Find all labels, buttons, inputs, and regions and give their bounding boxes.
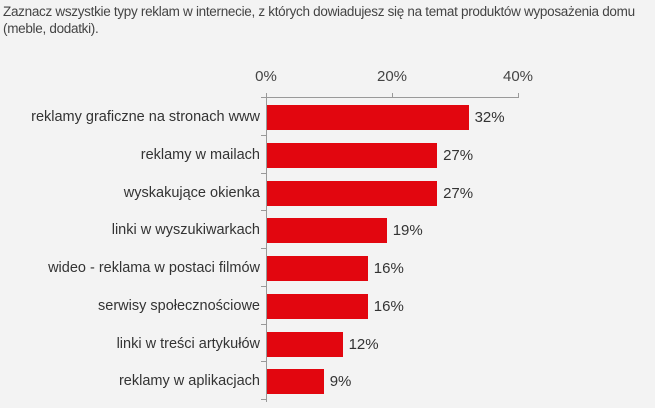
y-tick-mark bbox=[261, 173, 266, 174]
value-label: 27% bbox=[443, 185, 474, 202]
y-tick-mark bbox=[261, 210, 266, 211]
category-label: linki w wyszukiwarkach bbox=[111, 222, 260, 238]
category-label: wideo - reklama w postaci filmów bbox=[48, 260, 260, 276]
bar bbox=[267, 256, 368, 281]
bar bbox=[267, 218, 387, 243]
y-tick-mark bbox=[261, 324, 266, 325]
value-label: 19% bbox=[392, 222, 423, 239]
x-tick-mark bbox=[392, 93, 393, 98]
bar bbox=[267, 143, 438, 168]
y-tick-mark bbox=[261, 361, 266, 362]
y-axis-line bbox=[266, 97, 267, 402]
x-tick-mark bbox=[266, 93, 267, 98]
category-label: wyskakujące okienka bbox=[123, 185, 260, 201]
value-label: 16% bbox=[373, 298, 404, 315]
value-label: 27% bbox=[443, 147, 474, 164]
value-label: 12% bbox=[348, 336, 379, 353]
category-label: serwisy społecznościowe bbox=[98, 298, 260, 314]
x-tick-label: 0% bbox=[255, 68, 277, 85]
value-label: 32% bbox=[474, 109, 505, 126]
x-tick-label: 20% bbox=[376, 68, 408, 85]
y-tick-mark bbox=[261, 248, 266, 249]
bar bbox=[267, 105, 469, 130]
y-tick-mark bbox=[261, 286, 266, 287]
y-tick-mark bbox=[261, 135, 266, 136]
bar bbox=[267, 181, 438, 206]
category-label: reklamy w aplikacjach bbox=[118, 373, 260, 389]
x-tick-label: 40% bbox=[502, 68, 534, 85]
value-label: 16% bbox=[373, 260, 404, 277]
chart-title: Zaznacz wszystkie typy reklam w internec… bbox=[3, 4, 635, 36]
bar bbox=[267, 332, 343, 357]
y-tick-mark bbox=[261, 399, 266, 400]
x-tick-mark bbox=[518, 93, 519, 98]
category-label: linki w treści artykułów bbox=[116, 336, 260, 352]
value-label: 9% bbox=[329, 373, 352, 390]
category-label: reklamy graficzne na stronach www bbox=[31, 109, 260, 125]
y-tick-mark bbox=[261, 97, 266, 98]
bar bbox=[267, 294, 368, 319]
bar bbox=[267, 369, 324, 394]
category-label: reklamy w mailach bbox=[140, 147, 260, 163]
